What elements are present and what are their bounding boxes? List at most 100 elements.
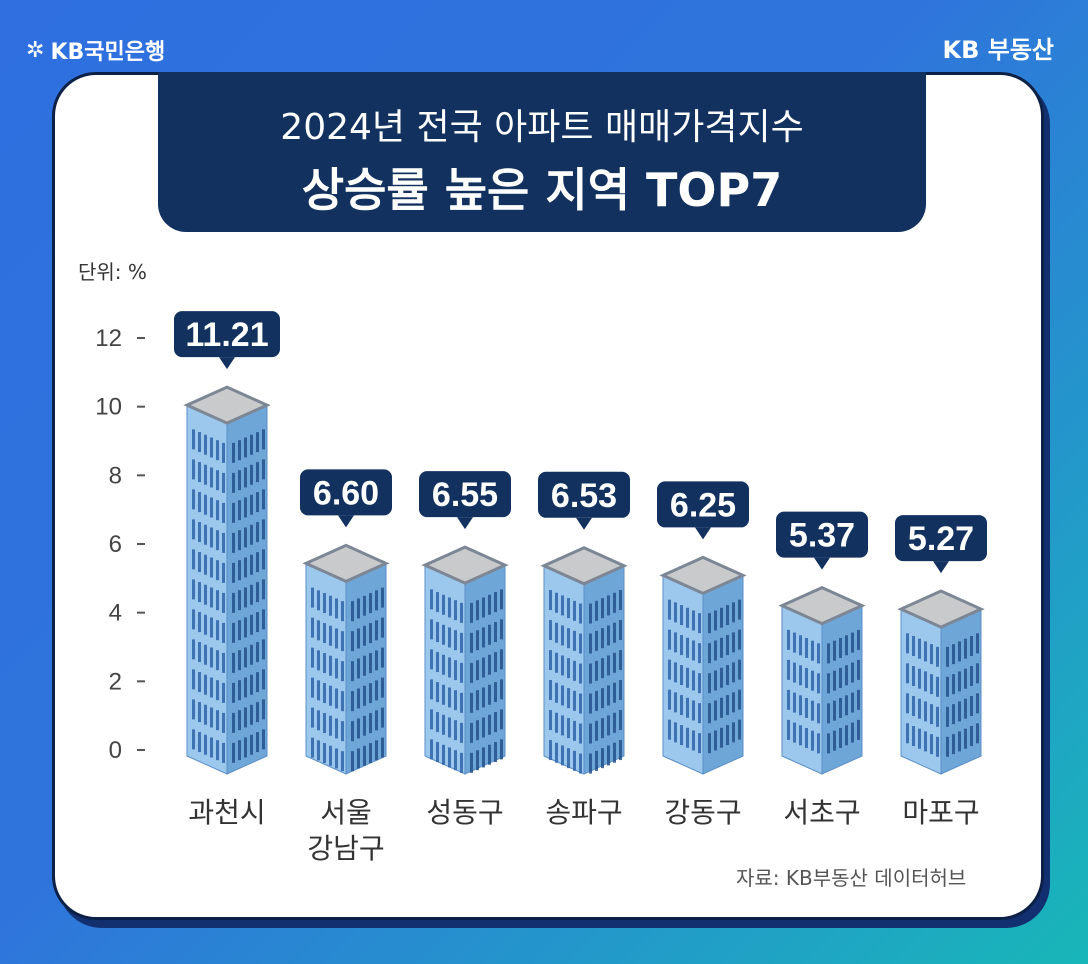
building-window	[976, 663, 979, 684]
building-window	[244, 617, 247, 638]
building-window	[430, 679, 433, 700]
building-window	[216, 680, 219, 701]
building-window	[686, 607, 689, 628]
building-window	[970, 696, 973, 717]
building-window	[561, 595, 564, 616]
building-window	[851, 632, 854, 653]
building-window	[936, 736, 939, 757]
category-label: 강동구	[664, 796, 741, 829]
building-window	[335, 688, 338, 709]
building-window	[589, 723, 592, 744]
building-window	[601, 598, 604, 619]
category-label: 강남구	[307, 832, 384, 865]
building-window	[454, 750, 457, 771]
building-window	[686, 697, 689, 718]
building-window	[930, 644, 933, 665]
building-window	[555, 682, 558, 703]
building-window	[335, 658, 338, 679]
building-window	[817, 673, 820, 694]
building-window	[204, 494, 207, 515]
building-window	[906, 723, 909, 744]
title-line-2: 상승률 높은 지역 TOP7	[301, 163, 783, 217]
building-window	[256, 432, 259, 453]
building-window	[833, 670, 836, 691]
y-tick-label: 8	[109, 462, 122, 489]
building-window	[250, 524, 253, 545]
value-callout	[538, 471, 630, 518]
building-window	[369, 623, 372, 644]
building-window	[692, 610, 695, 631]
building-window	[244, 647, 247, 668]
building-window	[192, 579, 195, 600]
building-window	[488, 654, 491, 675]
building-window	[448, 687, 451, 708]
building-window	[204, 584, 207, 605]
value-callout	[657, 481, 749, 528]
building-window	[488, 594, 491, 615]
building-window	[613, 682, 616, 703]
building-window	[329, 715, 332, 736]
building-window	[698, 643, 701, 664]
building-window	[579, 663, 582, 684]
building-window	[250, 434, 253, 455]
building-window	[369, 743, 372, 764]
building-window	[232, 622, 235, 643]
building-window	[561, 745, 564, 766]
building-window	[952, 734, 955, 755]
building-window	[500, 709, 503, 730]
building-window	[845, 695, 848, 716]
building-window	[952, 674, 955, 695]
building-window	[726, 695, 729, 716]
callout-pointer	[695, 527, 711, 540]
building-window	[454, 690, 457, 711]
building-window	[198, 492, 201, 513]
building-window	[918, 668, 921, 689]
building-window	[607, 745, 610, 766]
building-window	[613, 742, 616, 763]
building-window	[549, 590, 552, 611]
building-window	[329, 595, 332, 616]
building-window	[192, 429, 195, 450]
building-window	[964, 698, 967, 719]
building-window	[198, 522, 201, 543]
building-window	[720, 697, 723, 718]
building-window	[311, 647, 314, 668]
building-window	[555, 712, 558, 733]
building-window	[335, 718, 338, 739]
building-window	[726, 635, 729, 656]
building-window	[708, 673, 711, 694]
building-window	[216, 710, 219, 731]
building-window	[335, 628, 338, 649]
building-window	[430, 589, 433, 610]
building-window	[476, 750, 479, 771]
building-window	[442, 744, 445, 765]
building-window	[210, 557, 213, 578]
building-window	[976, 723, 979, 744]
building-window	[708, 613, 711, 634]
building-window	[192, 729, 195, 750]
building-window	[198, 462, 201, 483]
building-window	[222, 682, 225, 703]
building-window	[833, 700, 836, 721]
building-window	[470, 692, 473, 713]
building-window	[256, 552, 259, 573]
building-window	[567, 688, 570, 709]
building-window	[732, 662, 735, 683]
building-window	[204, 644, 207, 665]
building-window	[964, 728, 967, 749]
building-window	[692, 640, 695, 661]
building-window	[476, 630, 479, 651]
building-window	[311, 587, 314, 608]
building-window	[567, 748, 570, 769]
building-window	[222, 622, 225, 643]
building-window	[555, 622, 558, 643]
building-window	[567, 628, 570, 649]
building-window	[198, 432, 201, 453]
building-window	[619, 680, 622, 701]
building-window	[549, 740, 552, 761]
building-window	[238, 620, 241, 641]
callout-pointer	[576, 517, 592, 530]
building-window	[698, 613, 701, 634]
building-roof	[540, 546, 628, 586]
building-window	[323, 743, 326, 764]
